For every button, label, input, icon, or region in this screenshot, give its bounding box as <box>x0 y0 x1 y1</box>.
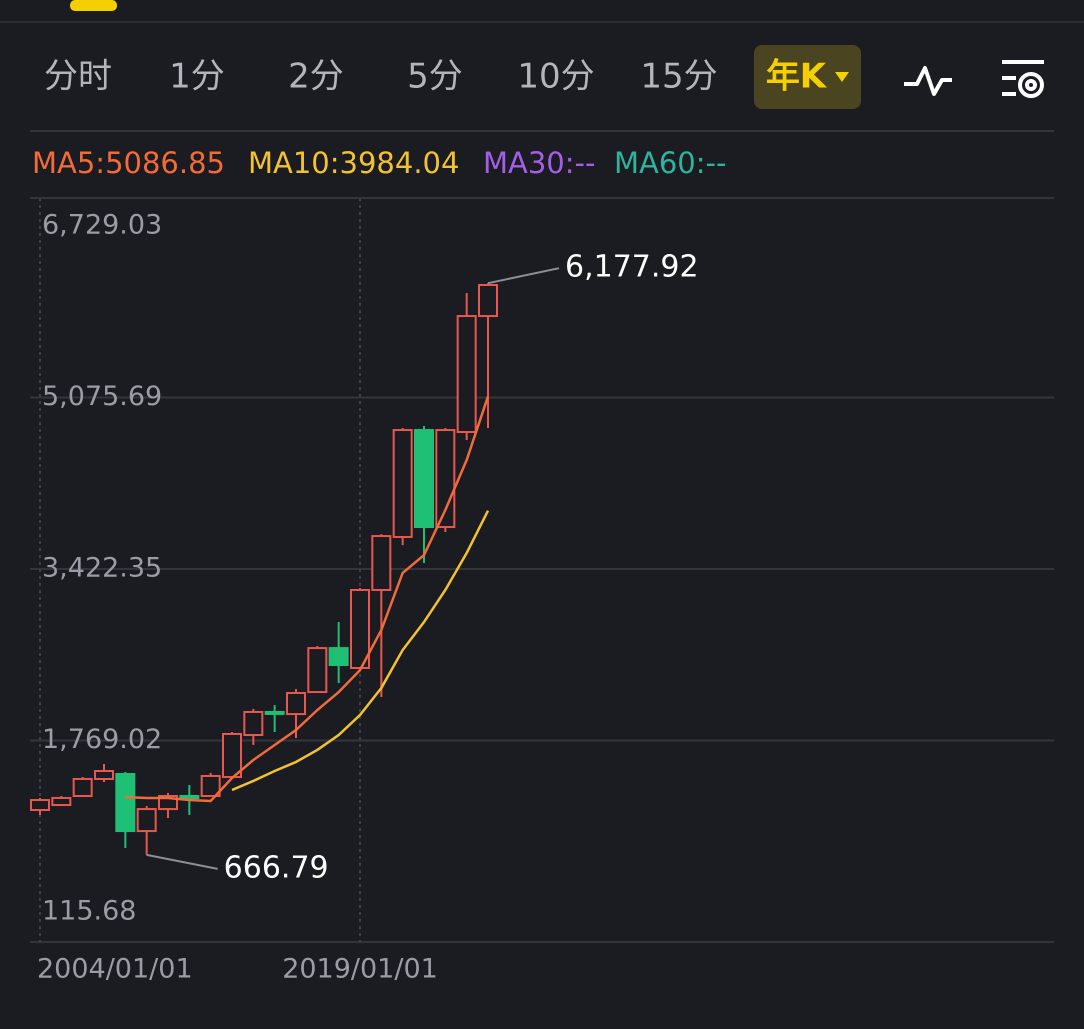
candle-body <box>328 647 349 666</box>
candle-body <box>30 799 50 812</box>
candle-body <box>392 429 413 538</box>
tab-selected-bg <box>754 45 861 109</box>
ma-line <box>231 510 490 792</box>
candle-body <box>286 691 306 716</box>
y-tick-label: 1,769.02 <box>42 724 162 755</box>
tab[interactable]: 年K <box>766 57 828 97</box>
y-tick-label: 115.68 <box>42 896 136 927</box>
candle-body <box>51 796 72 807</box>
candle-body <box>243 710 264 737</box>
line-chart-icon[interactable] <box>904 66 952 96</box>
tab[interactable]: 10分 <box>517 57 594 97</box>
candle-body <box>136 808 157 833</box>
y-tick-label: 6,729.03 <box>42 210 162 241</box>
tab[interactable]: 2分 <box>288 57 344 97</box>
candle-body <box>307 647 328 694</box>
x-tick-label: 2019/01/01 <box>282 954 438 985</box>
tab[interactable]: 5分 <box>407 57 463 97</box>
candle-body <box>179 794 200 799</box>
candle-body <box>94 769 114 780</box>
candle-body <box>72 777 93 797</box>
candle-body <box>435 429 456 529</box>
annotation-label: 6,177.92 <box>565 250 699 285</box>
candle-body <box>478 284 498 318</box>
y-tick-label: 5,075.69 <box>42 381 162 412</box>
candle-body <box>414 429 434 529</box>
candle-body <box>371 535 392 591</box>
legend-entry: MA60:-- <box>614 146 726 180</box>
candle-body <box>115 773 136 833</box>
tab[interactable]: 1分 <box>169 57 225 97</box>
tab[interactable]: 15分 <box>640 57 717 97</box>
tab[interactable]: 分时 <box>44 57 112 97</box>
candle-body <box>200 774 221 797</box>
legend-entry: MA5:5086.85 <box>32 146 225 180</box>
x-tick-label: 2004/01/01 <box>37 954 193 985</box>
active-indicator <box>70 0 117 11</box>
annotation-leader <box>146 853 218 870</box>
annotation-leader <box>487 267 560 285</box>
dropdown-arrow <box>835 72 849 82</box>
ma-line <box>125 395 490 803</box>
legend-entry: MA10:3984.04 <box>248 146 459 180</box>
candle-body <box>222 732 242 779</box>
settings-icon[interactable] <box>1002 60 1044 98</box>
y-tick-label: 3,422.35 <box>42 553 162 584</box>
legend-entry: MA30:-- <box>483 146 595 180</box>
candle-body <box>456 315 477 434</box>
annotation-label: 666.79 <box>224 850 329 885</box>
candle-body <box>264 710 285 715</box>
